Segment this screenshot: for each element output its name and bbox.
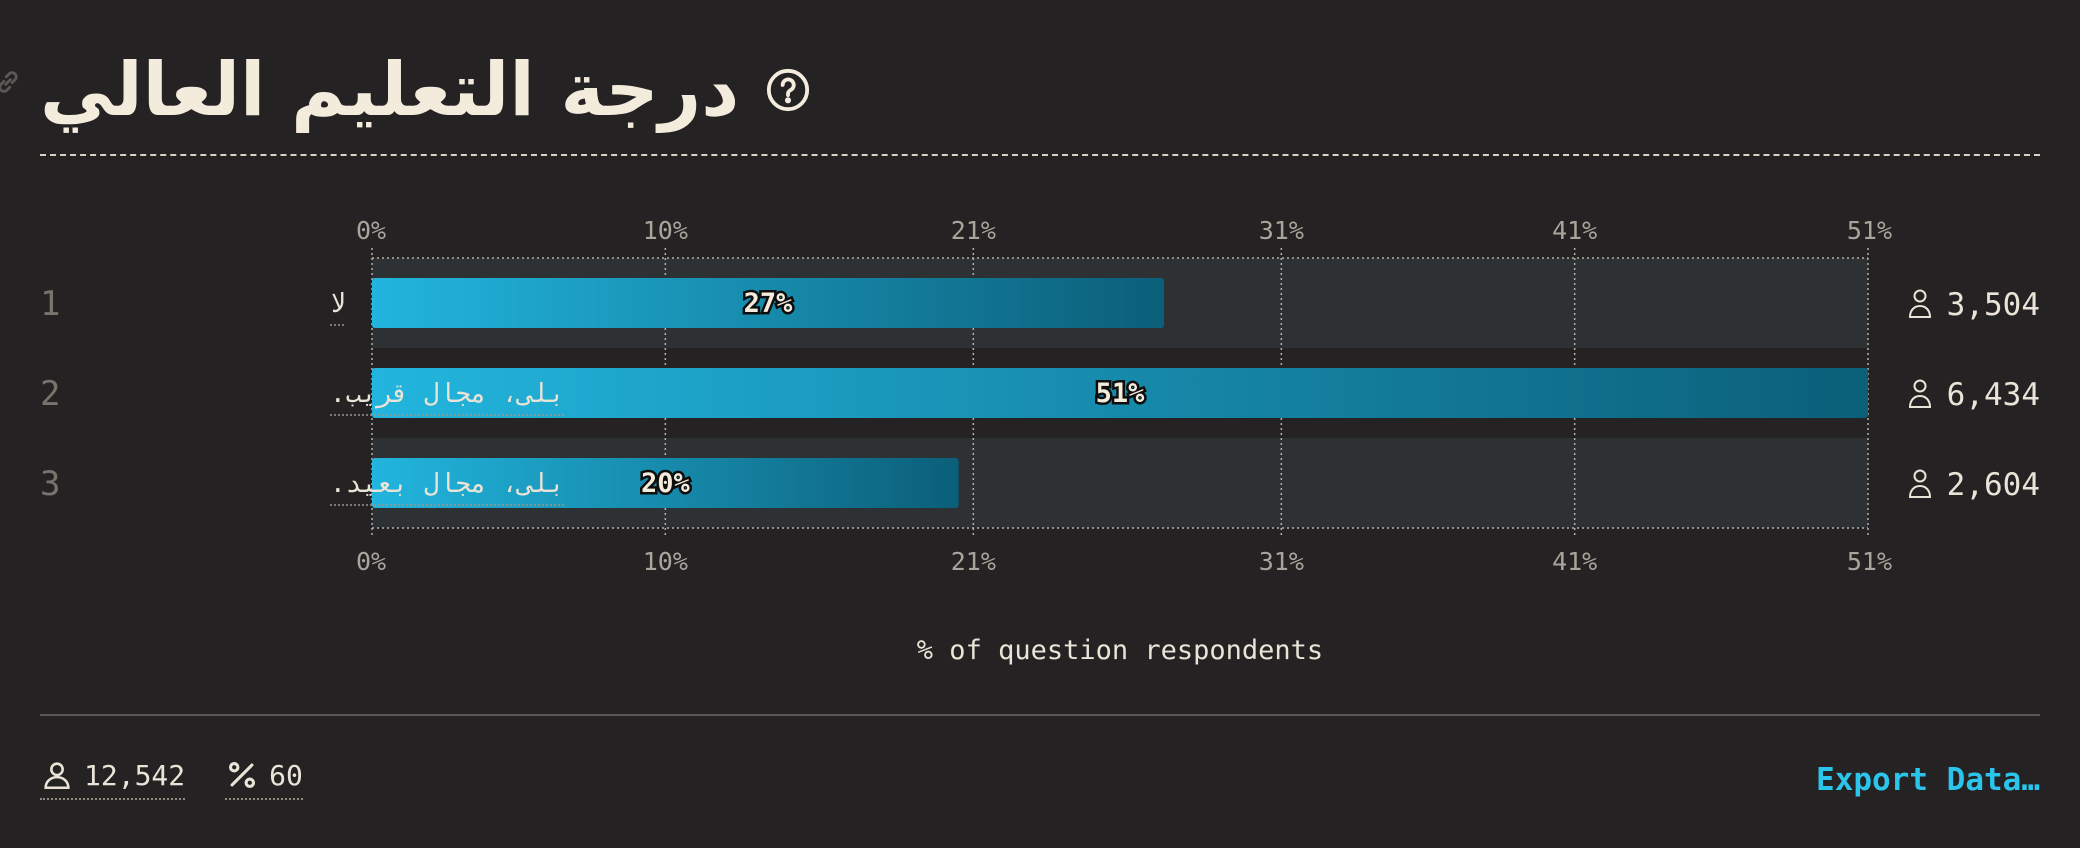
tick-label-top: 21% xyxy=(951,216,996,245)
row-rank: 3 xyxy=(40,464,60,504)
tick-label-top: 31% xyxy=(1259,216,1304,245)
footer-divider xyxy=(40,714,2040,716)
category-label[interactable]: بلى، مجال قريب. xyxy=(330,379,565,409)
total-respondents-value: 12,542 xyxy=(84,758,186,792)
bar-value-label: 51% xyxy=(1096,378,1146,409)
tick-label-top: 51% xyxy=(1847,216,1892,245)
category-label[interactable]: لا xyxy=(330,289,346,319)
percent-icon xyxy=(229,761,256,789)
bar[interactable] xyxy=(372,458,959,508)
bar[interactable] xyxy=(372,368,1868,418)
title-divider xyxy=(40,154,2040,156)
person-icon xyxy=(1908,379,1932,408)
tick-label-bottom: 10% xyxy=(643,547,688,576)
bar-chart: 0% 0% 10% 10% 21% 21% 31% 31% 41% 41% 51% 51% 27% 1 لا… xyxy=(40,216,2040,576)
row-count: 2,604 xyxy=(1947,467,2040,503)
tick-label-bottom: 0% xyxy=(356,547,386,576)
tick-label-bottom: 51% xyxy=(1847,547,1892,576)
bar-value-label: 20% xyxy=(641,468,691,499)
help-icon[interactable] xyxy=(765,67,811,113)
title-row: درجة التعليم العالي xyxy=(40,30,811,150)
link-icon[interactable] xyxy=(0,68,22,96)
tick-label-top: 0% xyxy=(356,216,386,245)
page-title: درجة التعليم العالي xyxy=(40,47,740,133)
export-data-button[interactable]: Export Data… xyxy=(1816,762,2040,798)
tick-label-bottom: 41% xyxy=(1552,547,1597,576)
person-icon xyxy=(44,762,70,790)
response-percent[interactable]: 60 xyxy=(225,758,303,800)
row-rank: 2 xyxy=(40,374,60,414)
total-respondents[interactable]: 12,542 xyxy=(40,758,186,800)
tick-label-bottom: 21% xyxy=(951,547,996,576)
row-count: 3,504 xyxy=(1947,287,2040,323)
response-percent-value: 60 xyxy=(269,758,303,792)
bar-value-label: 27% xyxy=(744,288,794,319)
bar[interactable] xyxy=(372,278,1164,328)
person-icon xyxy=(1908,289,1932,318)
tick-label-top: 41% xyxy=(1552,216,1597,245)
footer-stats: 12,542 60 xyxy=(40,758,303,800)
row-count: 6,434 xyxy=(1947,377,2040,413)
row-rank: 1 xyxy=(40,284,60,324)
x-axis-title: % of question respondents xyxy=(916,635,1324,666)
tick-label-top: 10% xyxy=(643,216,688,245)
category-label[interactable]: بلى، مجال بعيد. xyxy=(330,469,565,499)
tick-label-bottom: 31% xyxy=(1259,547,1304,576)
person-icon xyxy=(1908,469,1932,498)
